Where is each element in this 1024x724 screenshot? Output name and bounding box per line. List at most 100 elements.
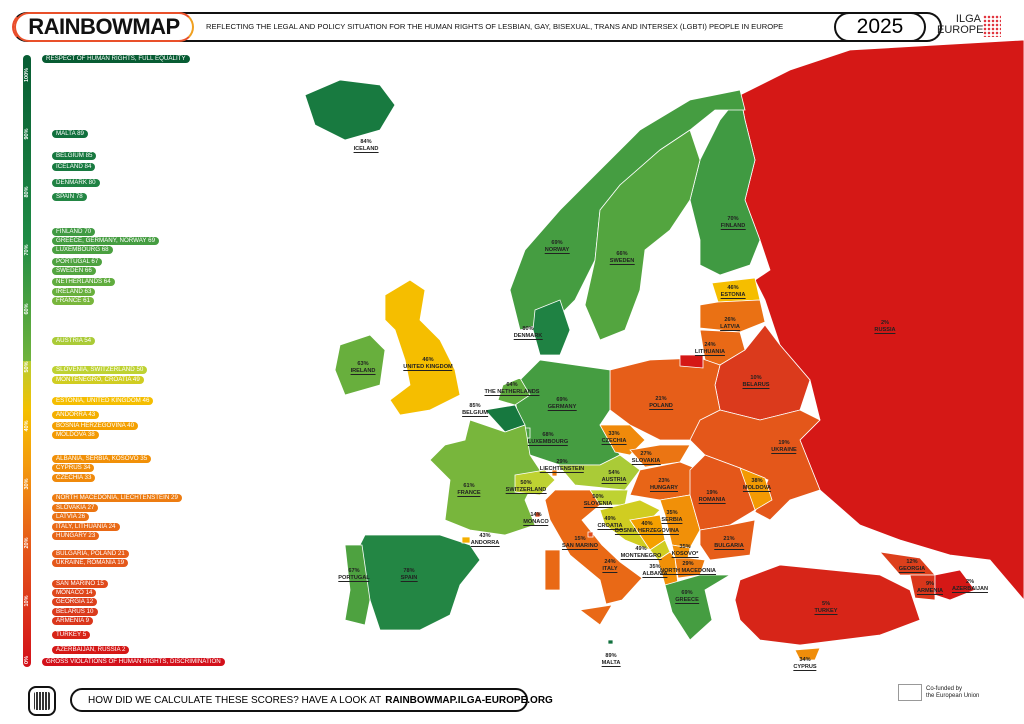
country-bulgaria[interactable] xyxy=(699,519,756,561)
country-pct: 50% xyxy=(520,480,532,486)
country-name: BULGARIA xyxy=(714,542,744,550)
country-name: SLOVENIA xyxy=(583,500,613,508)
country-pct: 43% xyxy=(479,533,491,539)
country-greece[interactable] xyxy=(664,574,732,641)
country-name: KOSOVO* xyxy=(671,550,699,558)
country-latvia[interactable] xyxy=(699,299,766,333)
eu-line1: Co-funded by xyxy=(926,686,963,692)
country-pct: 21% xyxy=(655,396,667,402)
footer-link[interactable]: RAINBOWMAP.ILGA-EUROPE.ORG xyxy=(385,694,553,706)
country-pct: 27% xyxy=(640,451,652,457)
scale-tick: 20% xyxy=(24,537,30,549)
country-label-portugal: 67% PORTUGAL xyxy=(338,568,370,582)
country-label-spain: 78% SPAIN xyxy=(400,568,418,582)
country-pct: 46% xyxy=(727,285,739,291)
scale-tick: 60% xyxy=(24,303,30,315)
country-label-czechia: 33% CZECHIA xyxy=(601,431,627,445)
country-name: SAN MARINO xyxy=(561,542,599,550)
country-pct: 68% xyxy=(542,432,554,438)
scale-tick: 90% xyxy=(24,128,30,140)
ranking-item: CZECHIA 33 xyxy=(52,474,96,482)
country-name: LUXEMBOURG xyxy=(527,438,569,446)
scale-bottom-label: GROSS VIOLATIONS OF HUMAN RIGHTS, DISCRI… xyxy=(42,658,225,666)
country-malta[interactable] xyxy=(607,639,614,645)
country-name: MALTA xyxy=(601,659,621,667)
country-denmark[interactable] xyxy=(532,299,571,356)
ranking-item: ICELAND 84 xyxy=(52,163,96,171)
ranking-item: BOSNIA HERZEGOVINA 40 xyxy=(52,422,139,430)
country-label-lithuania: 24% LITHUANIA xyxy=(694,342,726,356)
ranking-item: SLOVAKIA 27 xyxy=(52,504,99,512)
country-ireland[interactable] xyxy=(334,334,386,396)
country-pct: 85% xyxy=(469,403,481,409)
country-name: AZERBAIJAN xyxy=(951,585,989,593)
country-name: CZECHIA xyxy=(601,437,627,445)
country-pct: 29% xyxy=(556,459,568,465)
scale-tick: 10% xyxy=(24,595,30,607)
country-sardinia[interactable] xyxy=(544,549,561,591)
country-turkey[interactable] xyxy=(734,564,921,646)
country-label-malta: 89% MALTA xyxy=(601,653,621,667)
country-name: SERBIA xyxy=(661,516,683,524)
country-label-liechtenstein: 29% LIECHTENSTEIN xyxy=(539,459,585,473)
country-name: LITHUANIA xyxy=(694,348,726,356)
country-pct: 15% xyxy=(574,536,586,542)
country-label-bosnia: 40% BOSNIA HERZEGOVINA xyxy=(614,521,680,535)
country-pct: 5% xyxy=(821,601,831,607)
country-name: GEORGIA xyxy=(898,565,926,573)
country-sanmarino[interactable] xyxy=(587,531,594,538)
country-pct: 29% xyxy=(682,561,694,567)
country-spain[interactable] xyxy=(359,534,481,631)
country-name: NORTH MACEDONIA xyxy=(660,567,716,575)
country-pct: 26% xyxy=(724,317,736,323)
country-armenia[interactable] xyxy=(909,574,936,601)
scale-tick: 70% xyxy=(24,244,30,256)
ranking-item: ARMENIA 9 xyxy=(52,617,94,625)
ilga-europe-logo: ILGA EUROPE xyxy=(937,14,983,36)
country-label-armenia: 9% ARMENIA xyxy=(916,581,944,595)
country-cyprus[interactable] xyxy=(794,647,821,661)
country-norway[interactable] xyxy=(509,89,746,331)
country-pct: 69% xyxy=(556,397,568,403)
country-label-northmacedonia: 29% NORTH MACEDONIA xyxy=(660,561,716,575)
country-iceland[interactable] xyxy=(304,79,396,141)
ilga-dots-icon xyxy=(983,15,1001,37)
country-kaliningrad[interactable] xyxy=(679,354,704,369)
country-label-austria: 54% AUSTRIA xyxy=(601,470,627,484)
country-uk[interactable] xyxy=(384,279,461,416)
country-pct: 66% xyxy=(616,251,628,257)
country-andorra[interactable] xyxy=(461,536,471,544)
country-sweden[interactable] xyxy=(584,129,701,341)
country-name: DENMARK xyxy=(513,332,543,340)
country-germany[interactable] xyxy=(514,359,621,466)
country-label-ireland: 63% IRELAND xyxy=(350,361,376,375)
country-label-ukraine: 19% UKRAINE xyxy=(771,440,797,454)
country-portugal[interactable] xyxy=(344,544,371,626)
ranking-item: ANDORRA 43 xyxy=(52,411,100,419)
country-name: ESTONIA xyxy=(720,291,746,299)
ranking-item: ESTONIA, UNITED KINGDOM 46 xyxy=(52,397,154,405)
country-netherlands[interactable] xyxy=(497,377,531,406)
country-moldova[interactable] xyxy=(739,467,773,511)
rainbowmap-logo: RAINBOWMAP xyxy=(14,12,194,42)
scale-tick: 50% xyxy=(24,361,30,373)
country-monaco[interactable] xyxy=(534,511,541,518)
country-name: ROMANIA xyxy=(698,496,726,504)
country-name: SWEDEN xyxy=(609,257,635,265)
country-name: UKRAINE xyxy=(771,446,797,454)
qr-code[interactable] xyxy=(28,686,56,716)
country-name: MONACO xyxy=(523,518,549,526)
country-czechia[interactable] xyxy=(599,424,646,456)
ranking-item: NORTH MACEDONIA, LIECHTENSTEIN 29 xyxy=(52,494,182,502)
footer-text: HOW DID WE CALCULATE THESE SCORES? HAVE … xyxy=(88,694,382,706)
country-albania[interactable] xyxy=(657,551,679,586)
scale-gradient-bar xyxy=(23,55,31,667)
country-name: GERMANY xyxy=(547,403,577,411)
country-pct: 69% xyxy=(551,240,563,246)
country-liechtenstein[interactable] xyxy=(551,469,558,477)
eu-disclaimer xyxy=(898,705,1008,708)
country-sicily[interactable] xyxy=(579,604,613,626)
country-france[interactable] xyxy=(429,419,541,536)
ranking-item: UKRAINE, ROMANIA 19 xyxy=(52,559,129,567)
country-switzerland[interactable] xyxy=(514,469,556,496)
